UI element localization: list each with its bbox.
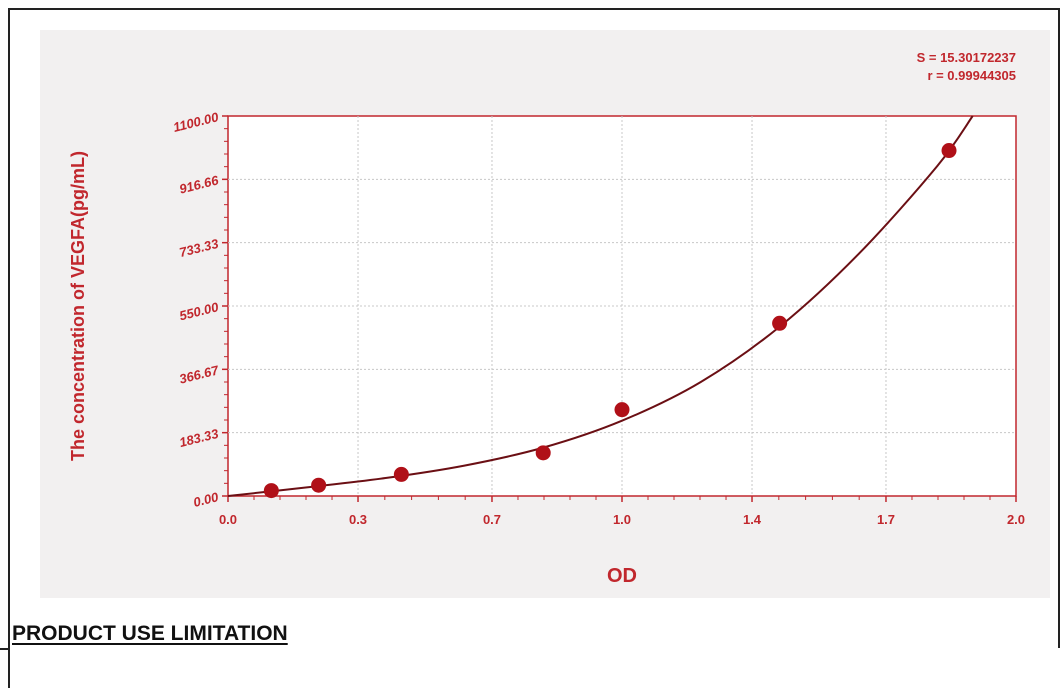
y-tick-label: 550.00 bbox=[178, 299, 221, 323]
x-tick-label: 1.7 bbox=[877, 512, 895, 527]
frame-rule-vertical bbox=[8, 648, 10, 688]
standard-curve-chart: 0.0 0.3 0.7 1.0 1.4 1.7 2.0 0.00 183.33 366.67 550… bbox=[40, 30, 1050, 598]
data-point bbox=[535, 445, 551, 461]
y-tick-label: 366.67 bbox=[178, 362, 221, 386]
data-point bbox=[393, 466, 409, 482]
chart-svg: 0.0 0.3 0.7 1.0 1.4 1.7 2.0 0.00 183.33 366.67 550… bbox=[68, 50, 1025, 587]
x-tick-label: 1.0 bbox=[613, 512, 631, 527]
x-tick-label: 0.3 bbox=[349, 512, 367, 527]
y-tick-label: 733.33 bbox=[178, 236, 221, 260]
point-layer bbox=[263, 143, 957, 499]
stat-s-annotation: S = 15.30172237 bbox=[917, 50, 1016, 65]
data-point bbox=[772, 315, 788, 331]
x-tick-label: 0.0 bbox=[219, 512, 237, 527]
frame-rule bbox=[0, 648, 10, 650]
section-heading: PRODUCT USE LIMITATION bbox=[12, 622, 288, 645]
x-axis-title: OD bbox=[607, 565, 637, 587]
x-tick-label: 2.0 bbox=[1007, 512, 1025, 527]
data-point bbox=[614, 402, 630, 418]
document-frame bbox=[8, 8, 1060, 648]
y-tick-label: 183.33 bbox=[178, 426, 221, 450]
data-point bbox=[311, 477, 327, 493]
x-tick-label: 0.7 bbox=[483, 512, 501, 527]
grid-layer bbox=[228, 116, 1016, 496]
tick-layer bbox=[222, 115, 1017, 502]
y-tick-label: 0.00 bbox=[192, 489, 221, 510]
fit-curve-line bbox=[227, 115, 974, 497]
y-tick-label: 1100.00 bbox=[172, 109, 221, 135]
x-tick-label: 1.4 bbox=[743, 512, 762, 527]
y-axis-title: The concentration of VEGFA(pg/mL) bbox=[68, 151, 88, 461]
data-point bbox=[263, 483, 279, 499]
y-tick-label: 916.66 bbox=[178, 172, 221, 196]
data-point bbox=[941, 143, 957, 159]
stat-r-annotation: r = 0.99944305 bbox=[927, 68, 1016, 83]
